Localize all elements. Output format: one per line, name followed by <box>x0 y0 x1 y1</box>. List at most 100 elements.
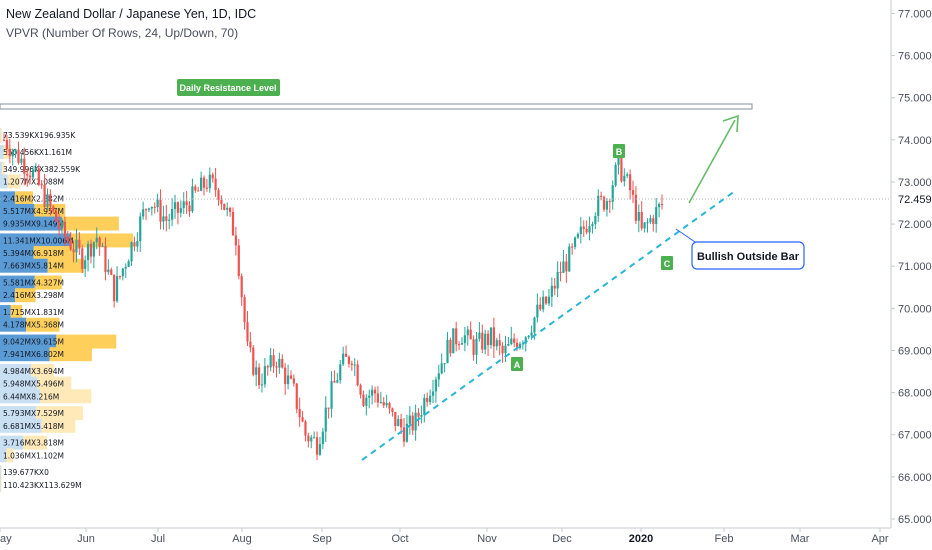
candle-body <box>359 385 362 395</box>
candlestick-series <box>2 133 664 461</box>
vp-up-bar <box>0 161 3 176</box>
candle-body <box>304 421 307 436</box>
candle-body <box>220 199 223 204</box>
vp-row-label: 3.716MX3.818M <box>3 439 64 448</box>
candle-body <box>226 207 229 210</box>
vp-up-bar <box>0 465 1 480</box>
vp-up-bar <box>0 418 42 433</box>
candle-body <box>365 397 368 406</box>
candle-body <box>298 409 301 418</box>
candle-body <box>498 340 501 346</box>
price-tick-label: 66.000 <box>898 472 932 484</box>
vp-row-label: 110.423KX113.629M <box>3 481 82 490</box>
candle-body <box>40 184 43 186</box>
candle-body <box>243 297 246 323</box>
time-tick-label: Aug <box>232 533 252 545</box>
candle-body <box>388 402 391 409</box>
candle-body <box>136 241 139 247</box>
candle-body <box>197 190 200 192</box>
time-axis[interactable]: ay Jun Jul Aug Sep Oct Nov Dec 2020 Feb Mar Apr <box>0 527 891 545</box>
price-tick-label: 72.000 <box>898 219 932 231</box>
candle-body <box>278 358 281 368</box>
candle-body <box>188 205 191 212</box>
candle-body <box>307 435 310 442</box>
candle-body <box>26 173 29 176</box>
candle-body <box>113 274 116 302</box>
vp-row-label: 9.042MX9.615M <box>3 338 64 347</box>
candle-body <box>481 332 484 350</box>
candle-body <box>605 201 609 210</box>
candle-body <box>457 344 461 346</box>
vp-down-bar <box>61 216 119 231</box>
candle-body <box>658 203 661 208</box>
candle-body <box>240 276 243 298</box>
candle-body <box>562 261 565 273</box>
candle-body <box>397 418 400 427</box>
candle-body <box>571 246 574 248</box>
candle-body <box>336 380 339 383</box>
vp-row-label: 2.416MX3.298M <box>3 291 64 300</box>
candle-body <box>518 343 522 349</box>
candle-body <box>446 339 449 364</box>
vp-row-label: 9.935MX9.149M <box>3 220 64 229</box>
vp-down-bar <box>40 389 92 404</box>
time-tick-label: Feb <box>715 533 734 545</box>
projection-arrow[interactable] <box>688 119 736 204</box>
candle-body <box>57 221 61 229</box>
vp-row-label: 5.517MX4.957M <box>3 207 64 216</box>
candle-body <box>133 242 136 247</box>
candle-body <box>156 199 159 208</box>
projection-arrowhead <box>722 114 739 133</box>
candle-body <box>646 222 649 224</box>
callout-text: Bullish Outside Bar <box>697 251 800 263</box>
candle-body <box>5 140 8 150</box>
candle-body <box>17 149 20 163</box>
candle-body <box>452 328 455 354</box>
candle-body <box>637 212 640 221</box>
indicator-legend[interactable]: VPVR (Number Of Rows, 24, Up/Down, 70) <box>6 26 239 40</box>
candle-body <box>466 329 469 336</box>
vp-down-bar <box>10 305 23 320</box>
vp-down-bar <box>33 246 77 261</box>
vp-up-bar <box>0 144 4 159</box>
vp-row-label: 349.996KX382.559K <box>3 165 81 174</box>
candle-body <box>255 367 258 375</box>
badge-c-text: C <box>664 259 671 269</box>
candle-body <box>78 239 81 249</box>
vp-up-bar <box>0 275 35 290</box>
resistance-zone[interactable] <box>0 103 753 110</box>
candle-body <box>139 216 142 242</box>
vp-down-bar <box>49 347 92 362</box>
candle-body <box>69 240 72 250</box>
candle-body <box>382 401 385 406</box>
vp-row-label: 11.341MX10.006M <box>3 236 74 245</box>
candle-body <box>460 343 464 345</box>
vp-down-bar <box>70 233 133 248</box>
candle-body <box>20 158 23 163</box>
candle-body <box>588 226 591 233</box>
resistance-label: Daily Resistance Level <box>177 79 280 96</box>
callout-box[interactable]: Bullish Outside Bar <box>691 241 805 270</box>
candle-body <box>55 211 58 222</box>
candle-body <box>234 235 237 246</box>
candle-body <box>544 296 548 304</box>
candle-body <box>579 226 582 234</box>
vp-up-bar <box>0 305 11 320</box>
candle-body <box>144 209 148 211</box>
candle-body <box>121 268 124 277</box>
candle-body <box>318 444 322 455</box>
candle-body <box>43 184 46 207</box>
candle-body <box>11 151 14 157</box>
candle-body <box>411 415 414 431</box>
candle-body <box>150 206 153 209</box>
candle-body <box>426 397 429 403</box>
price-axis[interactable]: 77.000 76.000 75.000 74.000 73.000 72.000 71.0… <box>890 0 932 528</box>
candle-body <box>600 195 603 197</box>
candle-body <box>617 154 620 165</box>
chart-title: New Zealand Dollar / Japanese Yen, 1D, I… <box>6 7 257 21</box>
candle-body <box>655 207 658 224</box>
vp-row-label: 1.207MX2.088M <box>3 177 64 186</box>
candle-body <box>489 327 493 346</box>
vp-down-bar <box>31 364 55 379</box>
